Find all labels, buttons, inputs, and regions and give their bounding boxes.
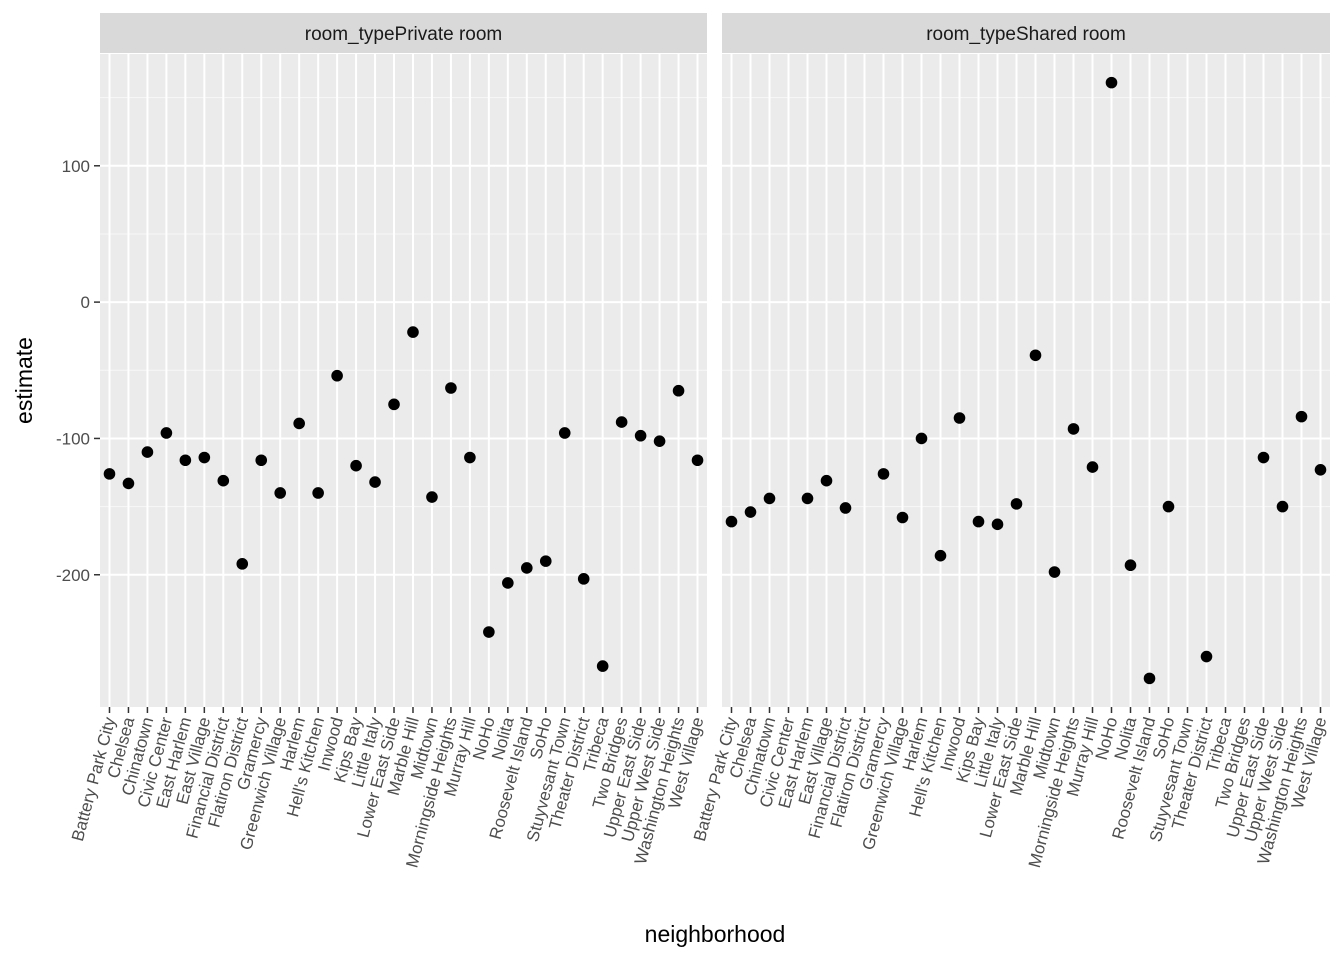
data-point	[160, 427, 173, 439]
data-point	[1200, 650, 1213, 663]
data-point	[179, 454, 192, 467]
data-point	[255, 454, 268, 467]
data-point	[1276, 500, 1289, 513]
data-point	[236, 558, 249, 570]
facet-strip-label: room_typePrivate room	[305, 24, 502, 45]
data-point	[274, 487, 287, 499]
panel-background	[722, 54, 1330, 707]
y-tick-label: -200	[56, 566, 90, 585]
data-point	[141, 446, 154, 458]
y-axis: -200 -100 0 100	[56, 157, 100, 585]
x-tick-label: Battery Park City	[68, 715, 119, 844]
data-point	[122, 477, 135, 490]
data-point	[725, 515, 738, 528]
data-point	[839, 502, 852, 514]
data-point	[1067, 423, 1080, 435]
x-axis-title: neighborhood	[645, 921, 786, 947]
y-axis-title: estimate	[11, 337, 37, 424]
data-point	[312, 487, 324, 499]
data-point	[1257, 451, 1270, 464]
facet-strip-label: room_typeShared room	[926, 24, 1126, 45]
y-tick-label: -100	[56, 429, 90, 448]
data-point	[653, 435, 666, 447]
data-point	[1029, 349, 1042, 362]
data-point	[915, 432, 928, 445]
data-point	[198, 451, 211, 464]
data-point	[991, 518, 1004, 531]
data-point	[820, 474, 833, 487]
data-point	[445, 382, 457, 394]
data-point	[520, 562, 533, 574]
data-point	[426, 491, 438, 503]
data-point	[801, 492, 814, 505]
data-point	[369, 476, 381, 488]
data-point	[1010, 498, 1023, 510]
data-point	[953, 412, 966, 424]
data-point	[1314, 463, 1327, 476]
data-point	[1295, 410, 1308, 423]
data-point	[217, 474, 230, 487]
data-point	[483, 626, 495, 638]
data-point	[1162, 500, 1175, 513]
data-point	[615, 416, 628, 428]
data-point	[596, 660, 609, 672]
data-point	[972, 515, 985, 528]
facet-strip	[100, 13, 707, 53]
data-point	[1086, 461, 1099, 473]
data-point	[744, 506, 757, 518]
data-point	[539, 555, 552, 567]
data-point	[388, 398, 400, 411]
data-point	[577, 573, 590, 585]
data-point	[672, 384, 685, 397]
data-point	[1048, 566, 1061, 578]
data-point	[1105, 76, 1118, 89]
y-tick-label: 0	[81, 293, 90, 312]
data-point	[896, 511, 909, 524]
data-point	[407, 326, 419, 338]
data-point	[331, 369, 343, 382]
data-point	[464, 451, 476, 464]
data-point	[350, 459, 362, 472]
y-tick-label: 100	[62, 157, 90, 176]
data-point	[877, 468, 890, 480]
data-point	[1124, 559, 1137, 572]
panel-background	[100, 54, 707, 707]
data-point	[502, 577, 514, 589]
data-point	[1143, 672, 1156, 685]
data-point	[103, 468, 116, 480]
data-point	[634, 429, 647, 442]
data-point	[558, 427, 571, 439]
data-point	[691, 454, 704, 467]
data-point	[763, 492, 776, 505]
facet-strip	[722, 13, 1330, 53]
data-point	[293, 417, 305, 430]
data-point	[934, 549, 947, 562]
